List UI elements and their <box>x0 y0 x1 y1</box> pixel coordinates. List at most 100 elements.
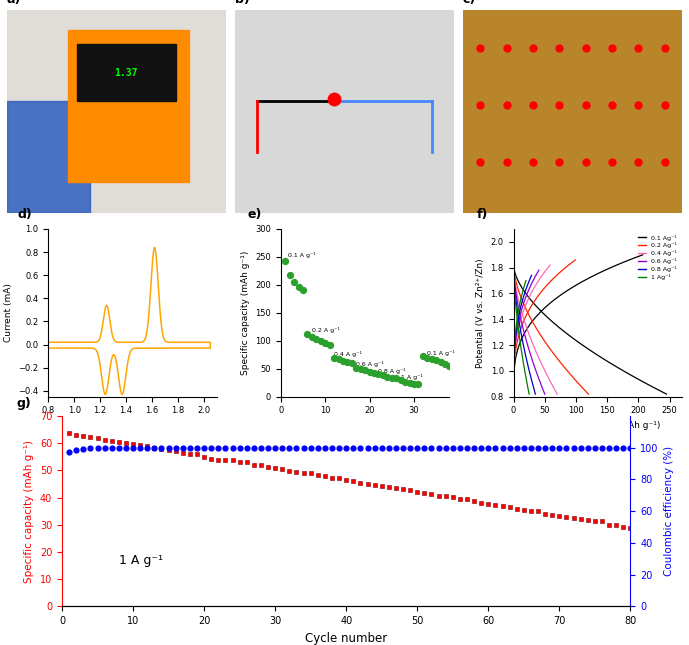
Point <box>518 443 529 453</box>
Point <box>277 443 288 453</box>
Point <box>435 357 446 367</box>
Point <box>582 443 593 453</box>
Y-axis label: Specific capacity (mAh g⁻¹): Specific capacity (mAh g⁻¹) <box>240 251 249 375</box>
Point <box>113 437 125 447</box>
Point <box>356 364 367 375</box>
Point <box>547 510 558 520</box>
Point <box>134 440 145 450</box>
Point <box>341 443 352 453</box>
Point <box>475 443 486 453</box>
Point <box>398 484 409 495</box>
Point <box>256 443 267 453</box>
Point <box>568 443 579 453</box>
Point <box>351 362 362 373</box>
Point <box>302 329 313 339</box>
Point <box>324 339 335 350</box>
Point <box>106 435 117 446</box>
Point <box>547 443 558 453</box>
Point <box>604 520 615 530</box>
Point <box>127 443 138 453</box>
Text: 0.8 A g⁻¹: 0.8 A g⁻¹ <box>378 368 407 374</box>
Point <box>597 516 608 526</box>
Point <box>263 443 274 453</box>
Point <box>610 442 621 453</box>
Point <box>320 338 331 348</box>
Point <box>409 379 420 389</box>
Text: f): f) <box>476 208 488 221</box>
Point <box>539 443 551 453</box>
Point <box>391 373 402 383</box>
Point <box>526 506 537 516</box>
Point <box>582 515 593 525</box>
Point <box>121 438 132 448</box>
Y-axis label: Current (mA): Current (mA) <box>4 283 13 342</box>
Point <box>413 379 424 390</box>
Point <box>504 443 515 453</box>
Point <box>404 443 415 453</box>
Point <box>419 443 430 453</box>
Point <box>625 522 636 533</box>
Point <box>269 443 280 453</box>
Point <box>568 513 579 523</box>
Point <box>71 444 82 455</box>
Point <box>518 504 529 515</box>
Point <box>149 443 160 453</box>
Point <box>440 359 451 370</box>
Point <box>338 356 349 366</box>
Point <box>369 443 380 453</box>
Point <box>383 443 394 453</box>
Point <box>400 377 411 387</box>
Point <box>227 443 238 453</box>
Point <box>444 361 455 371</box>
Point <box>497 501 508 511</box>
X-axis label: Potential (V vs. Zn²⁺/Zn): Potential (V vs. Zn²⁺/Zn) <box>78 421 187 430</box>
X-axis label: Cycle number: Cycle number <box>333 421 397 430</box>
Point <box>78 432 89 442</box>
Point <box>312 443 323 453</box>
Y-axis label: Specific capacity (mAh g⁻¹): Specific capacity (mAh g⁻¹) <box>24 440 34 582</box>
Point <box>305 468 316 479</box>
Point <box>391 443 402 453</box>
Point <box>85 443 96 453</box>
Point <box>63 428 74 438</box>
Point <box>320 443 331 453</box>
Point <box>241 457 252 468</box>
Text: e): e) <box>247 208 262 221</box>
Y-axis label: Coulombic efficiency (%): Coulombic efficiency (%) <box>664 446 674 576</box>
Point <box>539 509 551 519</box>
Point <box>440 491 451 501</box>
Point <box>376 481 387 491</box>
Text: c): c) <box>463 0 476 6</box>
Point <box>177 443 188 453</box>
Point <box>327 443 338 453</box>
Point <box>497 443 508 453</box>
Point <box>333 354 344 364</box>
Point <box>433 443 444 453</box>
Point <box>99 435 110 445</box>
Point <box>234 443 245 453</box>
Point <box>305 443 316 453</box>
Point <box>341 475 352 486</box>
Point <box>185 443 196 453</box>
Point <box>256 460 267 470</box>
Point <box>291 443 302 453</box>
Point <box>376 443 387 453</box>
Bar <box>68 30 189 183</box>
Point <box>327 473 338 483</box>
Point <box>333 473 344 483</box>
Point <box>455 443 466 453</box>
Point <box>311 334 322 344</box>
Point <box>447 492 458 502</box>
Point <box>373 369 384 379</box>
Point <box>227 455 238 465</box>
Point <box>142 443 153 453</box>
X-axis label: Cycle number: Cycle number <box>305 631 387 644</box>
Point <box>575 443 586 453</box>
Point <box>426 489 437 499</box>
Bar <box>7 101 90 213</box>
Point <box>533 506 544 517</box>
Legend: 0.1 Ag⁻¹, 0.2 Ag⁻¹, 0.4 Ag⁻¹, 0.6 Ag⁻¹, 0.8 Ag⁻¹, 1 Ag⁻¹: 0.1 Ag⁻¹, 0.2 Ag⁻¹, 0.4 Ag⁻¹, 0.6 Ag⁻¹, … <box>636 232 679 283</box>
Point <box>618 522 629 532</box>
Point <box>469 443 480 453</box>
Point <box>404 485 415 495</box>
